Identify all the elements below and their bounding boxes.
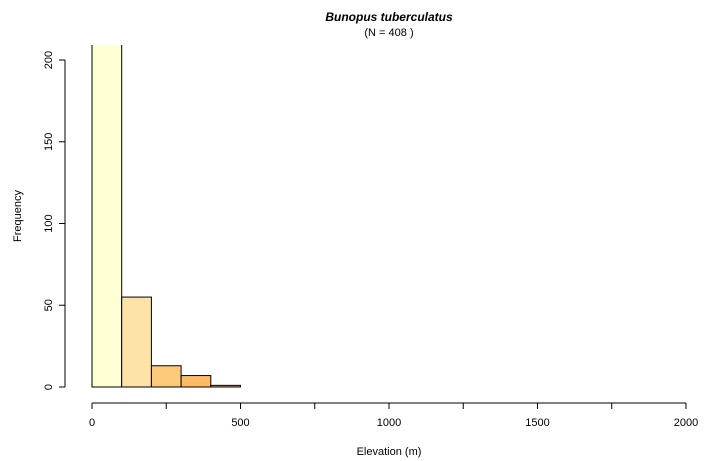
x-tick-label: 1000 xyxy=(377,417,401,429)
x-tick-label: 0 xyxy=(89,417,95,429)
y-tick-label: 0 xyxy=(43,384,55,390)
y-tick-label: 50 xyxy=(43,299,55,311)
x-tick-label: 1500 xyxy=(525,417,549,429)
bar xyxy=(121,296,152,388)
bar xyxy=(91,45,123,388)
chart-title: Bunopus tuberculatus xyxy=(325,10,453,24)
bar xyxy=(150,365,182,388)
x-axis-label: Elevation (m) xyxy=(357,446,422,458)
chart-subtitle: (N = 408 ) xyxy=(364,27,413,39)
y-tick-label: 200 xyxy=(43,51,55,69)
bar xyxy=(210,384,242,388)
y-axis-label: Frequency xyxy=(12,190,24,242)
x-tick-label: 500 xyxy=(231,417,249,429)
bars xyxy=(91,45,242,388)
y-tick-label: 150 xyxy=(43,133,55,151)
x-tick-label: 2000 xyxy=(674,417,698,429)
y-tick-label: 100 xyxy=(43,214,55,232)
bar xyxy=(180,375,212,388)
